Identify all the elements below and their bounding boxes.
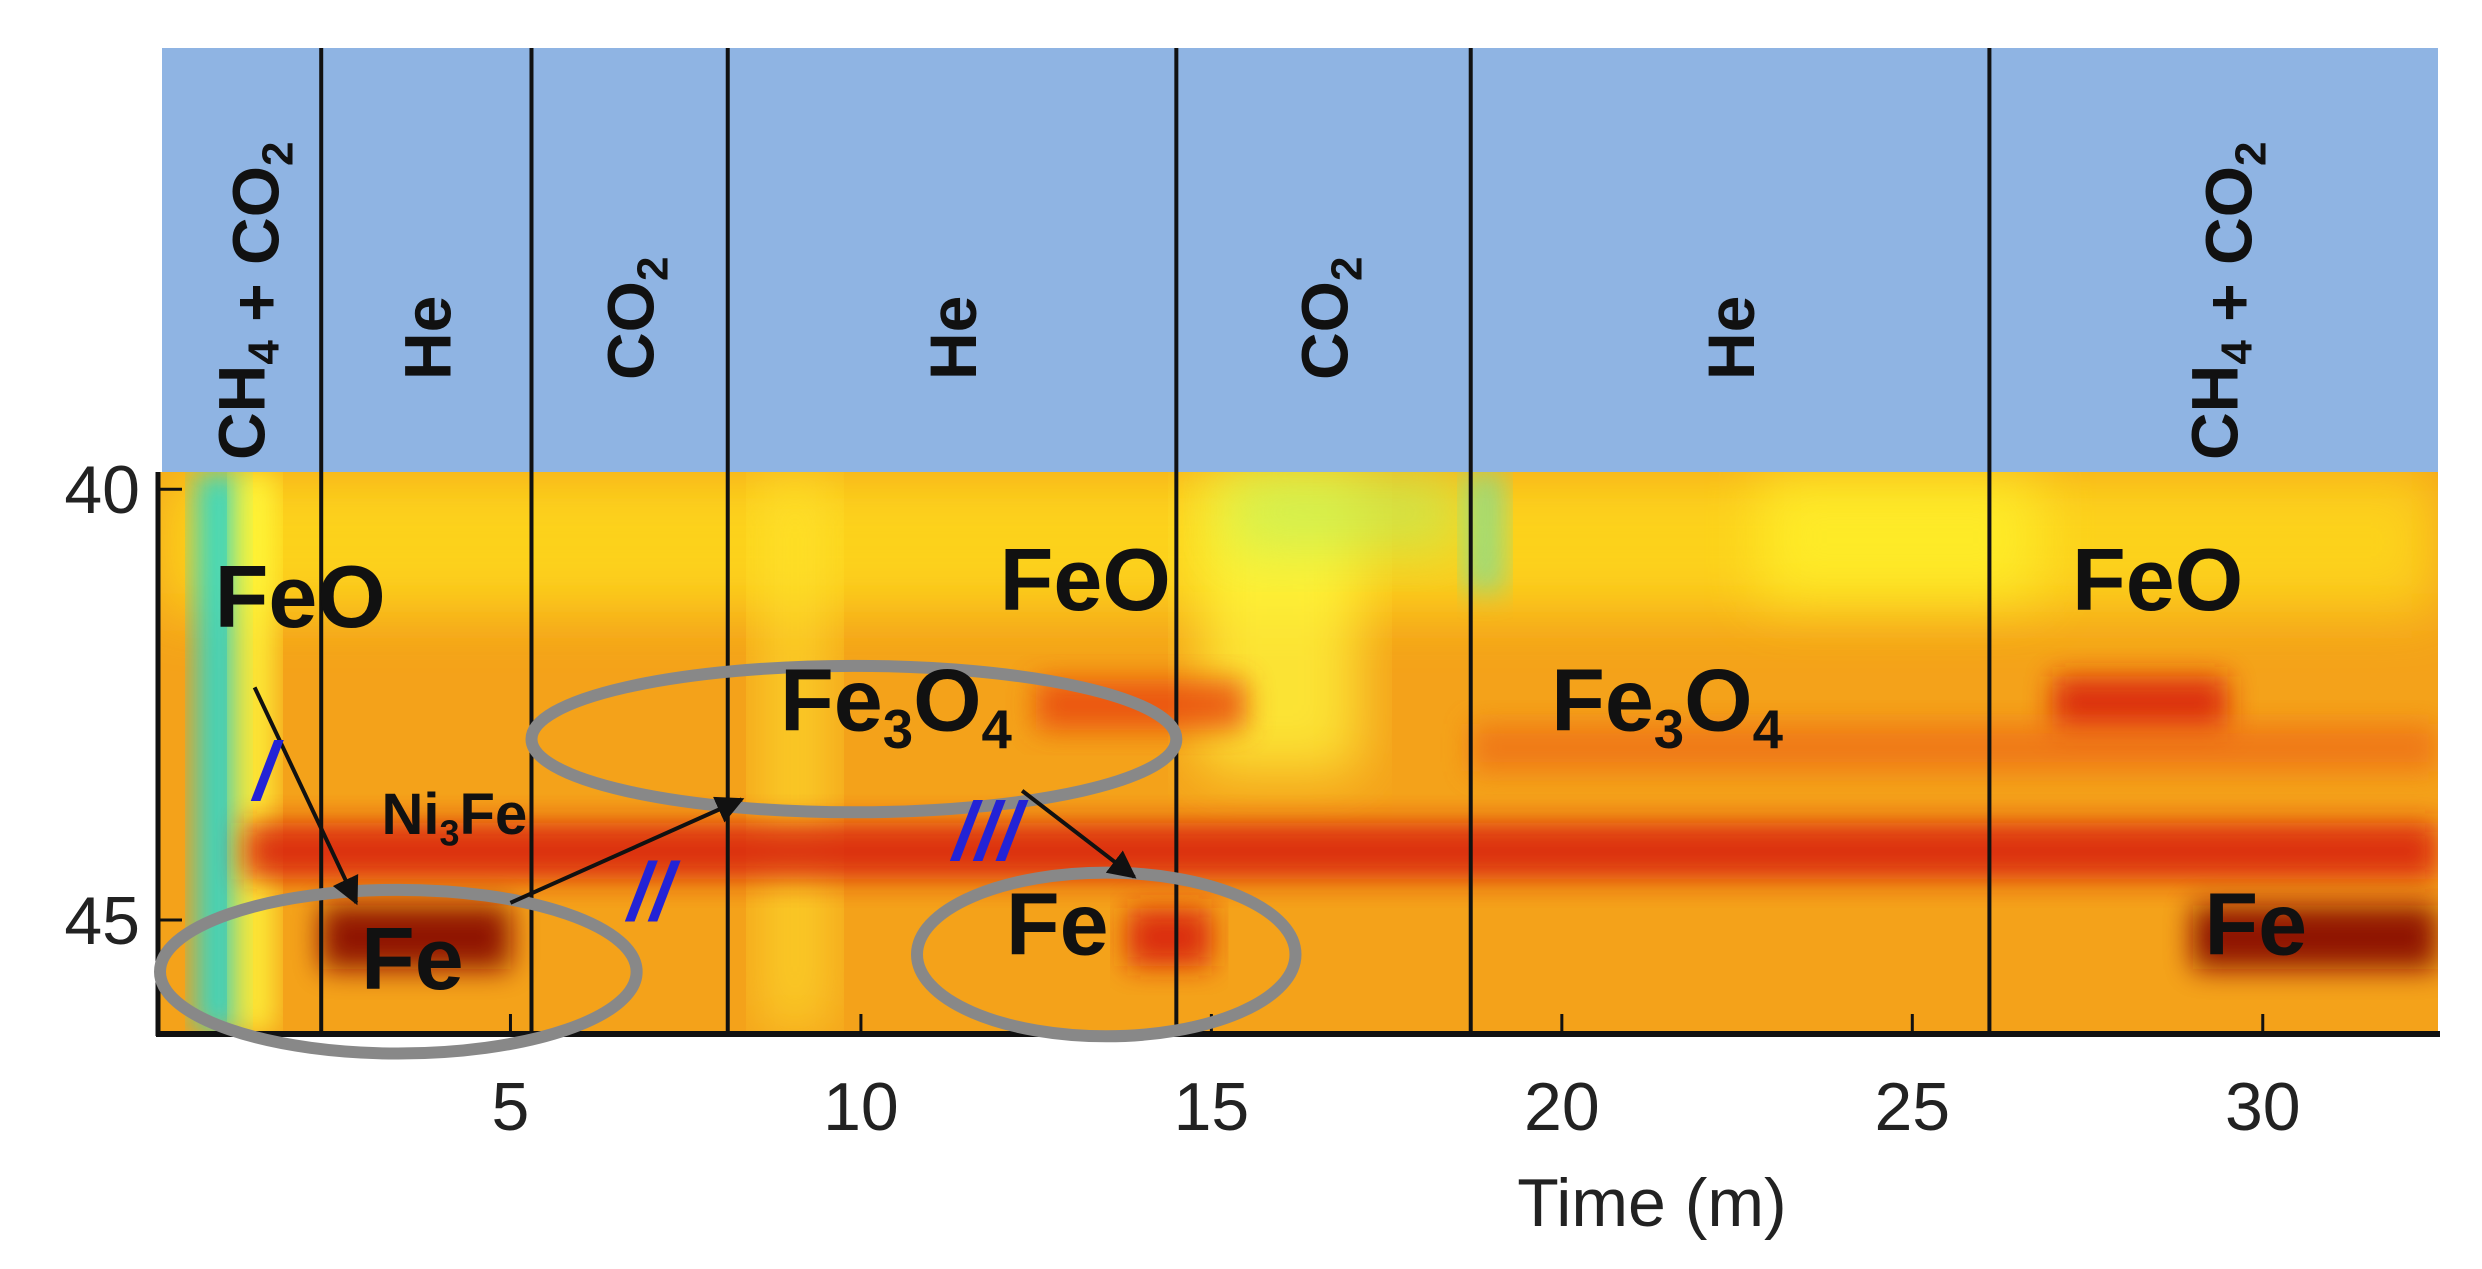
intensity-band — [244, 822, 2438, 880]
phase-ellipse — [525, 659, 1183, 819]
x-axis-label: Time (m) — [1517, 1165, 1786, 1241]
gas-header-background — [162, 48, 2438, 472]
gas-label: He — [916, 296, 990, 380]
y-ticks: 40 45 — [64, 452, 182, 959]
heatmap-green-patch — [1230, 472, 1460, 552]
x-tick-label: 20 — [1524, 1069, 1600, 1145]
phase-label: Ni3Fe — [382, 782, 528, 854]
phase-label: FeO — [215, 547, 386, 646]
heatmap-yellow-streak-2 — [760, 472, 830, 1032]
step-label: // — [624, 847, 681, 938]
y-tick-label: 45 — [64, 883, 140, 959]
x-tick-label: 25 — [1874, 1069, 1950, 1145]
heatmap-yellow-streak-1 — [235, 472, 275, 1032]
heatmap — [160, 472, 2438, 1032]
gas-label: CO2 — [594, 257, 678, 380]
transition-arrow — [509, 796, 745, 905]
phase-label: Fe3O4 — [780, 650, 1013, 760]
intensity-band — [2052, 676, 2228, 733]
transition-arrow — [1020, 789, 1137, 879]
intensity-band — [1127, 908, 1212, 967]
intensity-band — [321, 905, 511, 970]
gas-label: He — [1694, 296, 1768, 380]
x-tick-label: 10 — [823, 1069, 899, 1145]
intensity-band — [2192, 905, 2438, 970]
gas-label: CH4 + CO2 — [2178, 141, 2276, 460]
transition-arrow — [252, 686, 359, 906]
y-tick-label: 40 — [64, 452, 140, 528]
gas-labels: CH4 + CO2 He CO2 He CO2 He CH4 + CO2 — [205, 141, 2276, 460]
gas-switch-lines — [319, 48, 1992, 1034]
phase-label: Fe3O4 — [1551, 650, 1784, 760]
step-label: /// — [949, 787, 1029, 878]
phase-label: Fe — [2204, 874, 2307, 973]
phase-label: Fe — [1006, 874, 1109, 973]
phase-label: FeO — [1000, 530, 1171, 629]
x-tick-label: 5 — [492, 1069, 530, 1145]
transition-arrows — [252, 686, 1137, 906]
x-tick-label: 30 — [2225, 1069, 2301, 1145]
gas-label: CH4 + CO2 — [205, 141, 303, 460]
phase-ellipse — [154, 883, 643, 1060]
phase-label: Fe — [361, 909, 464, 1008]
gas-label: He — [390, 296, 464, 380]
x-tick-label: 15 — [1174, 1069, 1250, 1145]
intensity-band — [1470, 723, 2438, 772]
phase-label: FeO — [2072, 530, 2243, 629]
phase-labels: FeO FeO FeO Fe Fe Fe Ni3Fe Fe3O4 Fe3O4 — [215, 530, 2308, 1008]
x-ticks: 5 10 15 20 25 30 — [492, 1014, 2301, 1145]
gas-label: CO2 — [1288, 257, 1372, 380]
gas-header: CH4 + CO2 He CO2 He CO2 He CH4 + CO2 — [162, 48, 2438, 472]
heatmap-yellow-right — [1760, 472, 2040, 602]
